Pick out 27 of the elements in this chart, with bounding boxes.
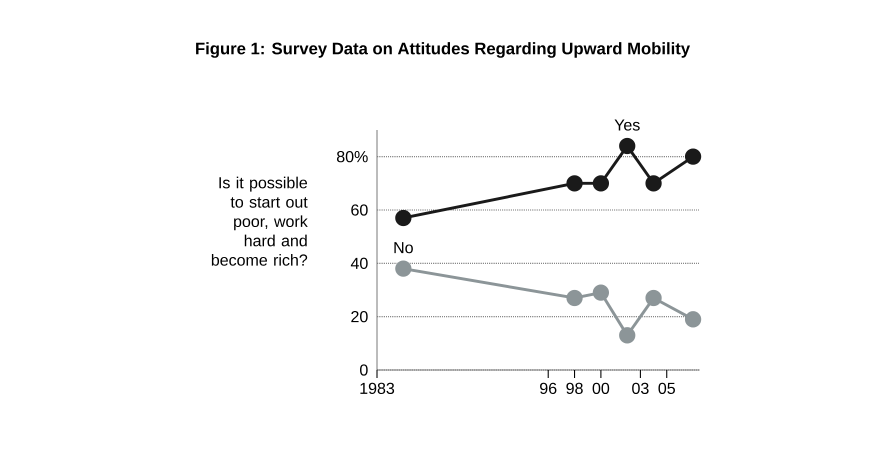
point: [566, 290, 583, 306]
series-label: No: [394, 242, 413, 254]
series-label: Yes: [614, 119, 640, 131]
point: [395, 260, 412, 277]
x-tick-label: 05: [658, 382, 675, 394]
point: [645, 290, 662, 306]
x-tick-label: 1983: [360, 382, 394, 394]
y-tick-label: 40: [350, 258, 368, 269]
x-tick-label: 96: [540, 382, 556, 394]
x-tick-label: 98: [566, 382, 583, 394]
point: [395, 210, 412, 226]
y-axis-title: Is it possible to start out poor, work hard and become rich?: [212, 176, 308, 266]
point: [619, 138, 636, 154]
point: [566, 175, 583, 192]
chart-title: Figure 1: Survey Data on Attitudes Regarding Upward Mobility: [196, 42, 690, 58]
point: [645, 175, 662, 192]
point: [684, 148, 702, 165]
point: [592, 175, 610, 192]
point: [619, 327, 636, 344]
y-tick-label: 0: [360, 364, 368, 376]
y-tick-label: 60: [351, 204, 368, 216]
x-tick-label: 00: [592, 382, 610, 394]
y-tick-label: 20: [351, 310, 368, 322]
point: [684, 311, 702, 328]
x-tick-label: 03: [632, 382, 649, 394]
point: [592, 284, 610, 301]
y-tick-label: 80%: [336, 151, 368, 162]
